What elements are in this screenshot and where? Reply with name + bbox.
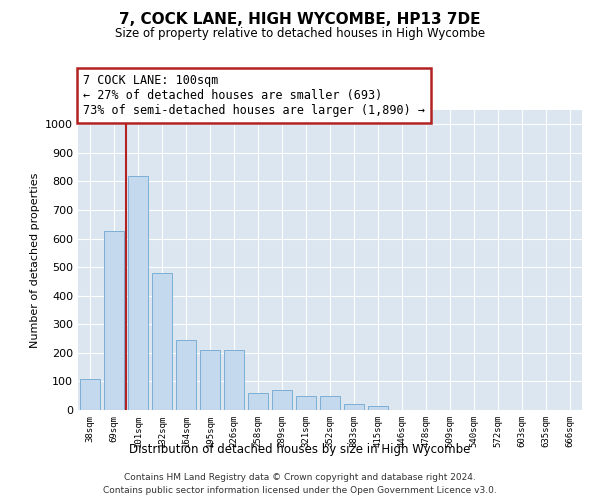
Bar bbox=[200, 350, 220, 410]
Text: 7, COCK LANE, HIGH WYCOMBE, HP13 7DE: 7, COCK LANE, HIGH WYCOMBE, HP13 7DE bbox=[119, 12, 481, 28]
Text: Distribution of detached houses by size in High Wycombe: Distribution of detached houses by size … bbox=[130, 442, 470, 456]
Y-axis label: Number of detached properties: Number of detached properties bbox=[29, 172, 40, 348]
Text: Contains public sector information licensed under the Open Government Licence v3: Contains public sector information licen… bbox=[103, 486, 497, 495]
Bar bbox=[272, 390, 292, 410]
Bar bbox=[368, 406, 388, 410]
Bar bbox=[296, 396, 316, 410]
Bar bbox=[128, 176, 148, 410]
Bar bbox=[80, 378, 100, 410]
Text: Contains HM Land Registry data © Crown copyright and database right 2024.: Contains HM Land Registry data © Crown c… bbox=[124, 472, 476, 482]
Bar bbox=[176, 340, 196, 410]
Text: 7 COCK LANE: 100sqm
← 27% of detached houses are smaller (693)
73% of semi-detac: 7 COCK LANE: 100sqm ← 27% of detached ho… bbox=[83, 74, 425, 117]
Bar bbox=[152, 273, 172, 410]
Bar bbox=[320, 396, 340, 410]
Bar bbox=[248, 393, 268, 410]
Bar bbox=[104, 232, 124, 410]
Text: Size of property relative to detached houses in High Wycombe: Size of property relative to detached ho… bbox=[115, 28, 485, 40]
Bar bbox=[224, 350, 244, 410]
Bar bbox=[344, 404, 364, 410]
